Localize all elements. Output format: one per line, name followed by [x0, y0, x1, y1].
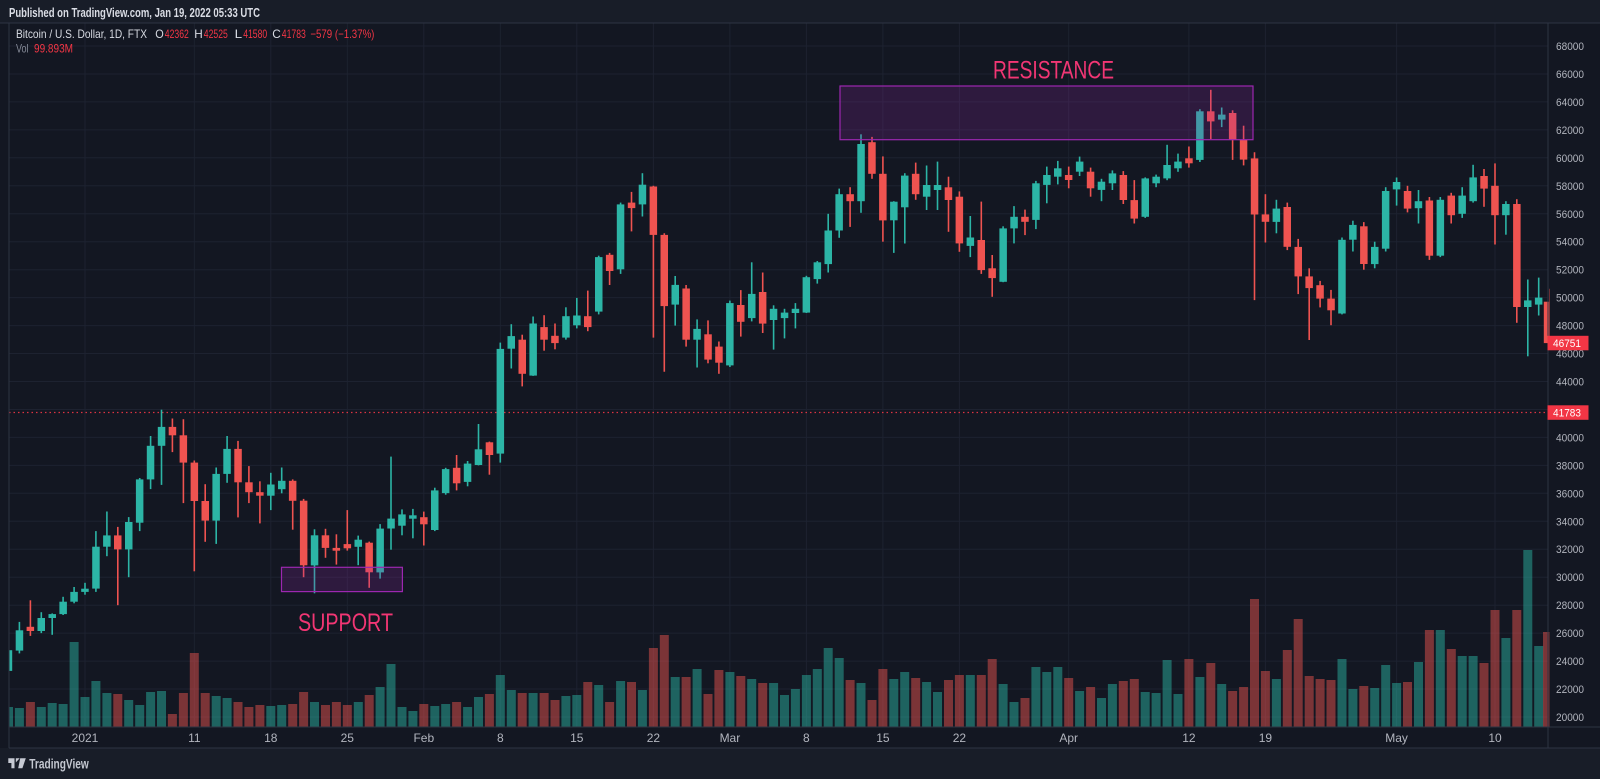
svg-text:41580: 41580	[243, 27, 267, 41]
svg-text:2021: 2021	[72, 731, 99, 745]
svg-text:18: 18	[264, 731, 278, 745]
svg-text:38000: 38000	[1556, 460, 1584, 472]
svg-text:12: 12	[1182, 731, 1196, 745]
svg-text:28000: 28000	[1556, 600, 1584, 612]
svg-text:41783: 41783	[282, 27, 306, 41]
svg-text:46751: 46751	[1553, 338, 1581, 350]
svg-text:52000: 52000	[1556, 265, 1584, 277]
svg-text:May: May	[1385, 731, 1408, 745]
svg-text:SUPPORT: SUPPORT	[298, 609, 393, 637]
svg-text:15: 15	[570, 731, 584, 745]
svg-text:50000: 50000	[1556, 293, 1584, 305]
svg-text:66000: 66000	[1556, 69, 1584, 81]
svg-text:26000: 26000	[1556, 628, 1584, 640]
svg-text:Published on TradingView.com,: Published on TradingView.com, Jan 19, 20…	[9, 5, 260, 20]
svg-text:36000: 36000	[1556, 488, 1584, 500]
svg-text:41783: 41783	[1553, 408, 1581, 420]
svg-text:58000: 58000	[1556, 181, 1584, 193]
svg-text:10: 10	[1488, 731, 1502, 745]
svg-text:Vol: Vol	[16, 42, 29, 56]
svg-text:22000: 22000	[1556, 684, 1584, 696]
svg-text:Mar: Mar	[720, 731, 741, 745]
svg-text:RESISTANCE: RESISTANCE	[993, 57, 1114, 85]
svg-text:20000: 20000	[1556, 712, 1584, 724]
svg-text:−579 (−1.37%): −579 (−1.37%)	[310, 27, 374, 41]
svg-text:O: O	[155, 27, 164, 41]
svg-text:24000: 24000	[1556, 656, 1584, 668]
svg-text:22: 22	[647, 731, 661, 745]
svg-text:Feb: Feb	[413, 731, 434, 745]
svg-text:30000: 30000	[1556, 572, 1584, 584]
svg-text:15: 15	[876, 731, 890, 745]
svg-text:25: 25	[341, 731, 355, 745]
svg-text:32000: 32000	[1556, 544, 1584, 556]
svg-text:8: 8	[803, 731, 810, 745]
svg-text:Apr: Apr	[1059, 731, 1078, 745]
svg-text:40000: 40000	[1556, 432, 1584, 444]
svg-text:56000: 56000	[1556, 209, 1584, 221]
svg-text:C: C	[272, 27, 281, 41]
svg-text:60000: 60000	[1556, 153, 1584, 165]
svg-text:44000: 44000	[1556, 377, 1584, 389]
svg-text:H: H	[194, 27, 203, 41]
svg-text:34000: 34000	[1556, 516, 1584, 528]
svg-text:8: 8	[497, 731, 504, 745]
svg-text:L: L	[235, 27, 243, 41]
svg-text:42362: 42362	[165, 27, 189, 41]
svg-text:11: 11	[188, 731, 201, 745]
svg-text:64000: 64000	[1556, 97, 1584, 109]
svg-text:54000: 54000	[1556, 237, 1584, 249]
svg-text:22: 22	[953, 731, 967, 745]
svg-text:42525: 42525	[204, 27, 228, 41]
svg-text:TradingView: TradingView	[29, 756, 89, 772]
svg-text:62000: 62000	[1556, 125, 1584, 137]
svg-text:99.893M: 99.893M	[34, 42, 73, 56]
svg-text:48000: 48000	[1556, 321, 1584, 333]
svg-text:Bitcoin / U.S. Dollar, 1D, FTX: Bitcoin / U.S. Dollar, 1D, FTX	[16, 27, 147, 41]
svg-text:46000: 46000	[1556, 349, 1584, 361]
svg-text:19: 19	[1259, 731, 1273, 745]
svg-text:68000: 68000	[1556, 41, 1584, 53]
